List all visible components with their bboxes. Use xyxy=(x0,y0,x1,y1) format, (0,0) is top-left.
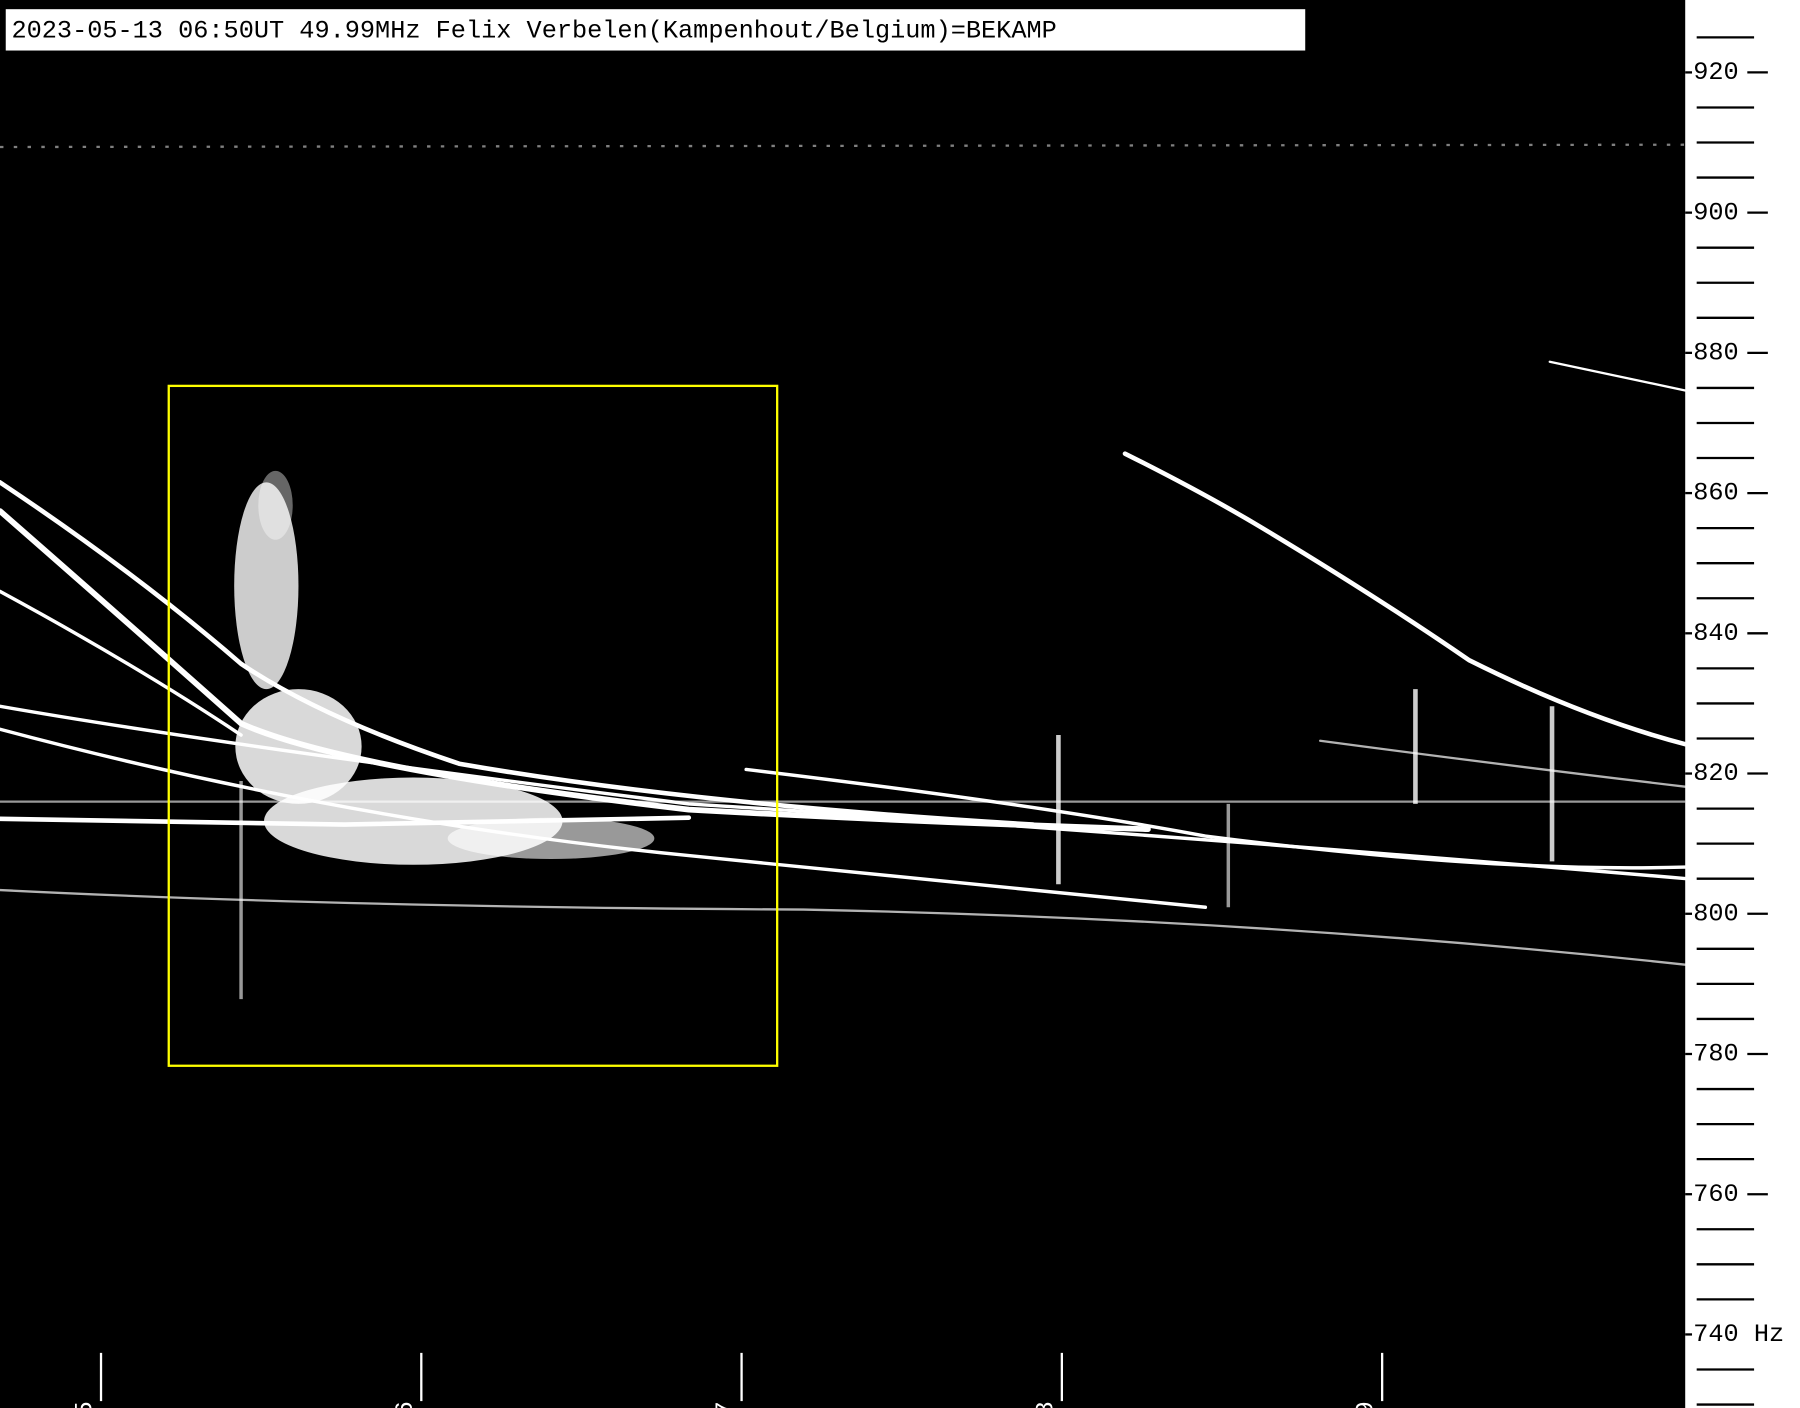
y-tick-label-bg xyxy=(1692,198,1748,227)
x-tick-label: 06:45 xyxy=(71,1401,100,1408)
trace xyxy=(0,480,1036,827)
x-tick-label: 06:47 xyxy=(711,1401,740,1408)
y-tick-label: 760 xyxy=(1693,1180,1738,1209)
spectrogram-traces xyxy=(0,143,1688,1000)
trace xyxy=(0,888,1687,966)
y-tick-label: 900 xyxy=(1693,198,1738,227)
y-tick-label-bg xyxy=(1692,1320,1800,1349)
noise-line xyxy=(0,143,1686,149)
meteor-plume xyxy=(447,817,655,860)
y-tick-label-bg xyxy=(1692,759,1748,788)
x-tick-label: 06:48 xyxy=(1031,1401,1060,1408)
y-tick-label-bg xyxy=(1692,619,1748,648)
y-tick-label: 800 xyxy=(1693,899,1738,928)
y-tick-label: 820 xyxy=(1693,759,1738,788)
y-tick-label-bg xyxy=(1692,1040,1748,1068)
y-tick-label-bg xyxy=(1692,899,1748,928)
chart-title: 2023-05-13 06:50UT 49.99MHz Felix Verbel… xyxy=(11,17,1056,46)
trace xyxy=(744,767,1687,870)
y-tick-label: 860 xyxy=(1693,479,1738,508)
y-tick-label-bg xyxy=(1692,1180,1748,1208)
title-box xyxy=(5,9,1306,51)
plot-area xyxy=(0,0,1686,1408)
y-tick-label: 740 Hz xyxy=(1693,1320,1784,1349)
y-tick-label-bg xyxy=(1692,479,1748,507)
meteor-plume xyxy=(234,482,299,690)
highlight-box xyxy=(167,384,779,1067)
trace xyxy=(0,589,243,737)
trace xyxy=(1548,360,1687,392)
meteor-plume xyxy=(258,470,293,540)
trace xyxy=(1122,451,1688,747)
x-tick-label: 06:49 xyxy=(1352,1401,1381,1408)
y-tick-label-bg xyxy=(1692,339,1748,367)
trace xyxy=(0,704,1687,881)
y-tick-label: 780 xyxy=(1693,1040,1738,1069)
y-tick-label-bg xyxy=(1692,58,1748,87)
x-tick-label: 06:46 xyxy=(391,1401,420,1408)
y-tick-label: 920 xyxy=(1693,58,1738,87)
trace xyxy=(0,727,1208,909)
y-tick-label: 840 xyxy=(1693,619,1738,648)
meteor-plume xyxy=(235,689,362,804)
y-tick-label: 880 xyxy=(1693,339,1738,368)
trace xyxy=(1319,739,1687,788)
